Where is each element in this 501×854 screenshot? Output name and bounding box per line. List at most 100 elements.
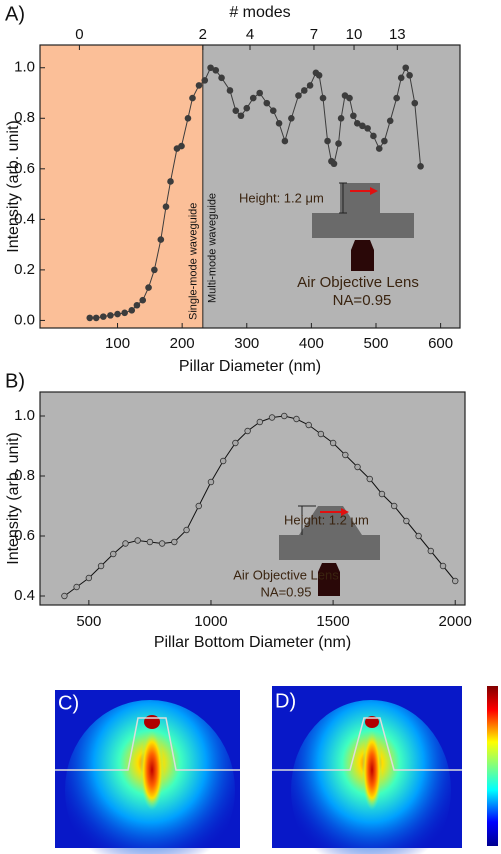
data-point xyxy=(122,540,129,547)
y-tick-label: 0.6 xyxy=(14,527,35,544)
data-point xyxy=(415,532,422,540)
x-tick-label: 200 xyxy=(170,335,195,352)
panel-label: B) xyxy=(5,370,25,392)
data-point xyxy=(275,120,283,127)
panel-label: D) xyxy=(275,690,296,712)
y-tick-label: 0.2 xyxy=(14,261,35,278)
data-point xyxy=(366,475,373,483)
data-point xyxy=(151,266,158,274)
x-tick-label: 500 xyxy=(363,335,388,352)
data-point xyxy=(402,64,410,72)
data-point xyxy=(195,502,202,510)
data-point xyxy=(243,104,251,112)
data-point xyxy=(397,74,405,82)
x2-tick-label: 7 xyxy=(310,26,318,43)
data-point xyxy=(381,137,388,145)
data-point xyxy=(281,412,288,420)
data-point xyxy=(110,550,117,558)
data-point xyxy=(406,72,413,79)
data-point xyxy=(293,415,300,423)
data-point xyxy=(167,178,174,185)
data-point xyxy=(390,502,398,510)
panel-label: C) xyxy=(58,692,79,714)
data-point xyxy=(268,414,276,421)
data-point xyxy=(386,117,394,125)
x-tick-label: 1500 xyxy=(316,613,349,630)
x2-tick-label: 10 xyxy=(346,26,363,43)
data-point xyxy=(121,309,128,317)
data-point xyxy=(342,451,349,459)
data-point xyxy=(146,538,154,546)
x-tick-label: 400 xyxy=(299,335,324,352)
x-axis-title: Pillar Diameter (nm) xyxy=(179,358,321,375)
data-point xyxy=(244,427,251,435)
panel-label: A) xyxy=(5,3,25,25)
y-tick-label: 0.8 xyxy=(14,467,35,484)
data-point xyxy=(411,99,419,107)
data-point xyxy=(359,122,366,130)
x2-tick-label: 0 xyxy=(75,26,83,43)
x-tick-label: 2000 xyxy=(439,613,472,630)
data-point xyxy=(195,82,203,89)
objective-label: Air Objective Lens xyxy=(297,274,419,291)
data-point xyxy=(73,583,80,591)
data-point xyxy=(329,439,337,447)
data-point xyxy=(189,94,196,102)
data-point xyxy=(184,114,192,122)
x2-tick-label: 13 xyxy=(389,26,406,43)
data-point xyxy=(317,430,325,438)
objective-label: Air Objective Lens xyxy=(233,567,339,582)
data-point xyxy=(288,114,295,122)
y-tick-label: 0.0 xyxy=(14,311,35,328)
data-point xyxy=(86,314,94,322)
data-point xyxy=(100,313,107,320)
x2-tick-label: 2 xyxy=(199,26,207,43)
single-mode-region xyxy=(40,45,203,328)
schematic: Height: 1.2 μm Air Objective Lens NA=0.9… xyxy=(239,182,419,309)
data-point xyxy=(171,538,178,546)
na-label: NA=0.95 xyxy=(261,584,312,599)
data-point xyxy=(350,112,357,120)
x2-tick-label: 4 xyxy=(246,26,254,43)
data-point xyxy=(269,107,277,114)
data-point xyxy=(162,203,170,211)
data-point xyxy=(256,418,264,426)
data-point xyxy=(324,137,331,145)
data-point xyxy=(335,140,342,147)
x-tick-label: 500 xyxy=(76,613,101,630)
data-point xyxy=(183,526,190,534)
data-point xyxy=(393,94,400,102)
height-label: Height: 1.2 μm xyxy=(284,512,369,527)
data-point xyxy=(92,314,100,322)
field-map: D) xyxy=(272,686,462,854)
y-tick-label: 0.4 xyxy=(14,587,35,604)
data-point xyxy=(315,72,323,79)
na-label: NA=0.95 xyxy=(333,292,392,309)
data-point xyxy=(133,301,141,309)
data-point xyxy=(178,142,185,150)
data-point xyxy=(370,132,377,140)
region-label: Multi-mode waveguide xyxy=(207,193,219,303)
y-tick-label: 0.4 xyxy=(14,210,35,227)
data-point xyxy=(439,562,447,570)
y-tick-label: 1.0 xyxy=(14,59,35,76)
x-tick-label: 600 xyxy=(428,335,453,352)
height-label: Height: 1.2 μm xyxy=(239,190,324,205)
data-point xyxy=(300,87,308,94)
data-point xyxy=(256,89,263,97)
colorbar xyxy=(487,686,498,846)
data-point xyxy=(346,94,353,102)
data-point xyxy=(427,547,435,555)
x-tick-label: 100 xyxy=(105,335,130,352)
field-map: C) xyxy=(55,690,240,854)
data-point xyxy=(319,94,327,102)
data-point xyxy=(353,120,361,127)
y-tick-label: 1.0 xyxy=(14,407,35,424)
data-point xyxy=(128,307,136,314)
data-point xyxy=(375,145,383,152)
data-point xyxy=(306,82,314,89)
data-point xyxy=(305,421,312,429)
data-point xyxy=(337,114,345,122)
x2-axis-title: # modes xyxy=(229,4,290,21)
data-point xyxy=(378,490,386,498)
